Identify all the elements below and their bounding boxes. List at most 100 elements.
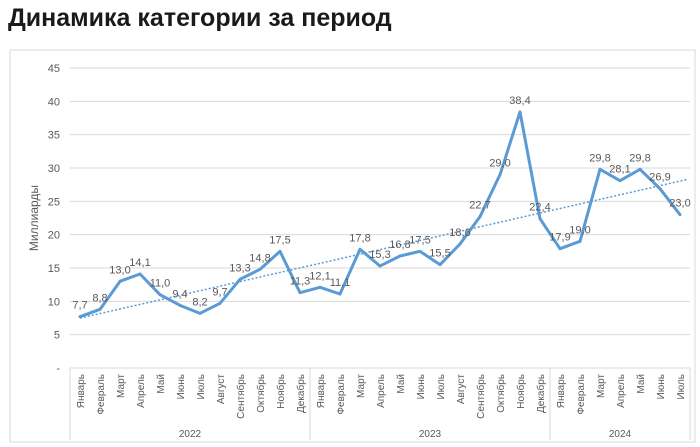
data-point: [318, 285, 322, 289]
y-axis-label: Миллиарды: [27, 185, 41, 251]
x-tick-label: Май: [396, 374, 407, 394]
data-point: [158, 293, 162, 297]
data-label: 9,7: [212, 286, 227, 298]
data-label: 38,4: [509, 95, 530, 107]
data-label: 11,3: [290, 276, 311, 288]
x-tick-label: Декабрь: [535, 374, 547, 413]
x-tick-label: Июнь: [416, 374, 427, 399]
chart-border: [9, 49, 696, 443]
data-label: 23,0: [669, 198, 690, 210]
data-point: [118, 279, 122, 283]
x-tick-label: Июль: [436, 374, 447, 400]
data-label: 29,8: [589, 152, 610, 164]
data-point: [598, 167, 602, 171]
data-point: [338, 292, 342, 296]
x-group-label: 2022: [179, 429, 202, 440]
x-tick-label: Ноябрь: [515, 374, 527, 409]
x-tick-label: Сентябрь: [235, 374, 247, 419]
x-tick-label: Сентябрь: [475, 374, 487, 419]
data-point: [478, 215, 482, 219]
data-point: [138, 272, 142, 276]
y-tick-label: 35: [48, 130, 60, 142]
data-point: [358, 247, 362, 251]
data-point: [378, 264, 382, 268]
data-label: 13,3: [229, 262, 250, 274]
data-label: 11,0: [150, 278, 171, 290]
x-tick-label: Август: [456, 374, 467, 405]
x-tick-label: Ноябрь: [275, 374, 287, 409]
data-point: [618, 179, 622, 183]
page-title: Динамика категории за период: [8, 4, 392, 32]
data-point: [218, 301, 222, 305]
data-label: 7,7: [72, 300, 87, 312]
data-point: [658, 187, 662, 191]
x-tick-label: Февраль: [336, 374, 347, 415]
x-tick-label: Октябрь: [255, 374, 267, 413]
data-label: 17,5: [269, 234, 290, 246]
y-tick-label: 10: [48, 296, 60, 308]
data-point: [578, 239, 582, 243]
data-point: [518, 110, 522, 114]
x-tick-label: Июнь: [176, 374, 187, 399]
data-label: 17,9: [549, 232, 570, 244]
x-group-label: 2023: [419, 429, 442, 440]
data-point: [398, 254, 402, 258]
data-label: 29,8: [629, 152, 650, 164]
x-tick-label: Февраль: [576, 374, 587, 415]
data-label: 15,5: [429, 248, 450, 260]
data-point: [458, 242, 462, 246]
x-tick-label: Апрель: [136, 374, 147, 408]
data-point: [498, 173, 502, 177]
x-tick-label: Январь: [556, 374, 567, 408]
x-tick-label: Май: [156, 374, 167, 394]
data-label: 14,1: [129, 257, 150, 269]
x-tick-label: Июль: [196, 374, 207, 400]
data-label: 18,6: [449, 227, 470, 239]
data-label: 8,2: [192, 296, 207, 308]
data-point: [98, 307, 102, 311]
y-tick-label: 45: [48, 63, 60, 75]
data-label: 9,4: [172, 288, 187, 300]
y-tick-label: 25: [48, 196, 60, 208]
data-point: [438, 263, 442, 267]
data-label: 14,8: [249, 252, 270, 264]
y-tick-label: 40: [48, 96, 60, 108]
y-tick-label: 15: [48, 263, 60, 275]
x-tick-label: Апрель: [376, 374, 387, 408]
x-tick-label: Январь: [76, 374, 87, 408]
data-label: 12,1: [309, 270, 330, 282]
x-tick-label: Октябрь: [495, 374, 507, 413]
data-point: [538, 217, 542, 221]
data-point: [238, 277, 242, 281]
data-label: 29,0: [489, 158, 510, 170]
data-label: 13,0: [109, 264, 130, 276]
data-point: [298, 291, 302, 295]
data-label: 16,8: [389, 239, 410, 251]
data-label: 15,3: [369, 249, 390, 261]
data-label: 17,5: [409, 234, 430, 246]
x-group-label: 2024: [609, 429, 632, 440]
x-tick-label: Апрель: [616, 374, 627, 408]
x-tick-label: Июнь: [656, 374, 667, 399]
y-tick-label: 5: [54, 330, 60, 342]
data-point: [78, 315, 82, 319]
data-label: 17,8: [349, 232, 370, 244]
data-label: 11,1: [330, 277, 351, 289]
data-label: 26,9: [649, 172, 670, 184]
data-point: [258, 267, 262, 271]
x-tick-label: Февраль: [96, 374, 107, 415]
data-point: [198, 311, 202, 315]
x-tick-label: Март: [116, 374, 127, 398]
x-tick-label: Январь: [316, 374, 327, 408]
data-label: 19,0: [569, 224, 590, 236]
data-point: [278, 249, 282, 253]
x-tick-label: Декабрь: [295, 374, 307, 413]
data-point: [558, 247, 562, 251]
y-tick-label: 20: [48, 230, 60, 242]
x-tick-label: Июль: [676, 374, 687, 400]
data-point: [178, 303, 182, 307]
data-point: [678, 213, 682, 217]
x-tick-label: Март: [596, 374, 607, 398]
y-tick-label: 30: [48, 163, 60, 175]
